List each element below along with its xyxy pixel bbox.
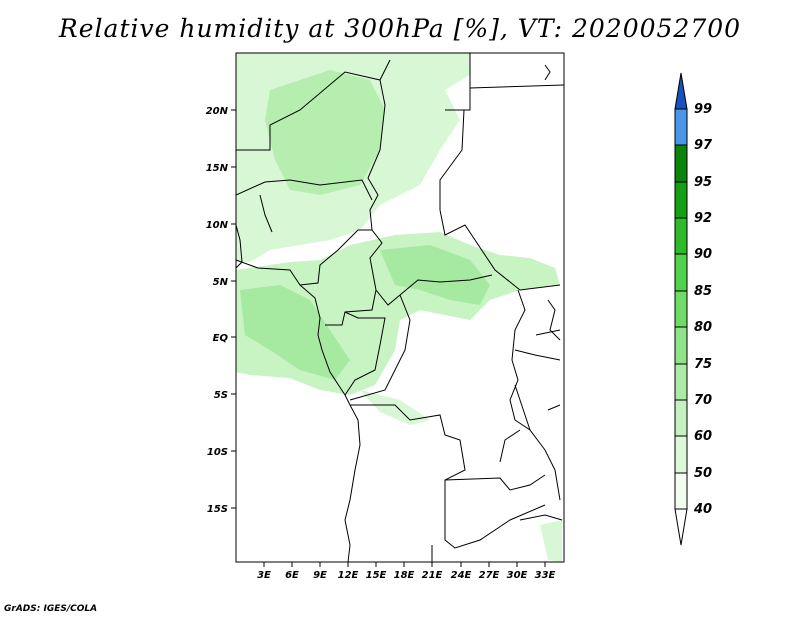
colorbar-segment-50	[674, 435, 688, 474]
lat-label-eq: EQ	[213, 333, 229, 344]
map-frame	[235, 52, 565, 563]
lon-label-6e: 6E	[285, 570, 299, 581]
colorbar-segment-85	[674, 253, 688, 292]
colorbar: 40 50 60 70 75 80 85 90 92 95 97 99	[674, 72, 713, 546]
colorbar-label-40: 40	[693, 502, 712, 517]
country-borders	[236, 53, 564, 562]
coastline	[236, 64, 563, 562]
colorbar-label-50: 50	[694, 466, 712, 481]
colorbar-label-92: 92	[694, 211, 712, 226]
lon-label-27e: 27E	[479, 570, 500, 581]
colorbar-top-arrow	[674, 72, 688, 110]
colorbar-label-70: 70	[694, 393, 712, 408]
humidity-region-central-core	[240, 285, 350, 380]
colorbar-segment-70	[674, 363, 688, 401]
lat-label-20n: 20N	[206, 106, 229, 117]
colorbar-label-90: 90	[694, 247, 712, 262]
colorbar-label-60: 60	[694, 429, 712, 444]
lat-label-5s: 5S	[214, 390, 228, 401]
colorbar-segment-80	[674, 290, 688, 328]
colorbar-label-97: 97	[694, 138, 713, 153]
lon-label-9e: 9E	[313, 570, 327, 581]
colorbar-label-99: 99	[694, 102, 712, 117]
colorbar-label-75: 75	[694, 357, 712, 372]
humidity-region-tail	[360, 390, 430, 425]
humidity-region-north-core	[265, 70, 385, 195]
lon-label-30e: 30E	[507, 570, 528, 581]
latitude-axis: 20N 15N 10N 5N EQ 5S 10S 15S	[206, 106, 236, 515]
colorbar-segment-75	[674, 326, 688, 365]
humidity-shading	[236, 53, 562, 562]
colorbar-label-80: 80	[694, 320, 712, 335]
grads-credit: GrADS: IGES/COLA	[4, 604, 98, 614]
lat-label-15n: 15N	[206, 163, 229, 174]
colorbar-label-95: 95	[694, 175, 712, 190]
lat-label-15s: 15S	[207, 504, 228, 515]
lon-label-12e: 12E	[338, 570, 359, 581]
colorbar-segment-60	[674, 399, 688, 437]
humidity-region-east-core	[380, 245, 490, 305]
lon-label-33e: 33E	[535, 570, 556, 581]
longitude-axis: 3E 6E 9E 12E 15E 18E 21E 24E 27E 30E 33E	[257, 562, 556, 581]
colorbar-segment-95	[674, 144, 688, 183]
colorbar-bottom-arrow	[674, 508, 688, 546]
colorbar-segment-40	[674, 472, 688, 510]
lon-label-15e: 15E	[366, 570, 387, 581]
lon-label-24e: 24E	[451, 570, 472, 581]
colorbar-segment-90	[674, 217, 688, 255]
colorbar-segment-92	[674, 181, 688, 219]
lon-label-18e: 18E	[394, 570, 415, 581]
colorbar-segment-97	[674, 108, 688, 146]
lat-label-5n: 5N	[213, 277, 229, 288]
humidity-region-southeast	[540, 520, 562, 562]
lon-label-21e: 21E	[422, 570, 443, 581]
lat-label-10s: 10S	[207, 447, 228, 458]
lat-label-10n: 10N	[206, 220, 229, 231]
lon-label-3e: 3E	[257, 570, 271, 581]
map-title: Relative humidity at 300hPa [%], VT: 202…	[58, 14, 742, 43]
colorbar-label-85: 85	[694, 284, 712, 299]
